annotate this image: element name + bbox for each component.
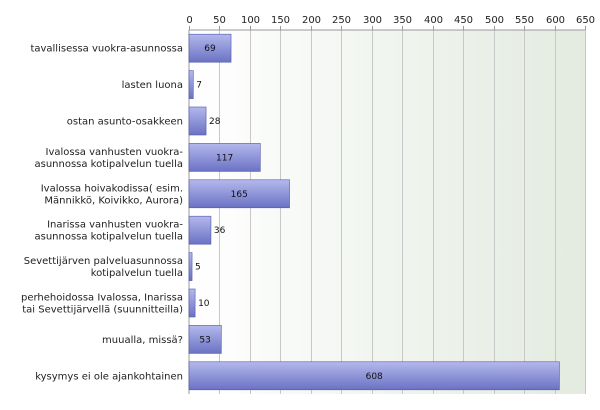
bars: 69 7 28 117 165 36 5 10 53 608 xyxy=(188,33,560,391)
value-label: 36 xyxy=(214,226,226,236)
category-label: tavallisessa vuokra-asunnossa xyxy=(30,44,183,55)
x-tick-label: 300 xyxy=(363,15,382,26)
category-label: lasten luona xyxy=(122,80,183,91)
x-tick-label: 600 xyxy=(546,15,565,26)
category-label: muualla, missä? xyxy=(102,335,183,346)
x-tick-label: 200 xyxy=(302,15,321,26)
x-tick-label: 100 xyxy=(241,15,260,26)
bar xyxy=(188,143,261,172)
bar xyxy=(188,361,560,391)
value-label: 608 xyxy=(366,372,383,382)
bar xyxy=(188,33,232,63)
category-label: perhehoidossa Ivalossa, Inarissa xyxy=(21,293,183,304)
value-label: 117 xyxy=(216,153,233,163)
x-tick-label: 50 xyxy=(213,15,226,26)
bar xyxy=(188,288,196,318)
x-tick-label: 350 xyxy=(393,15,412,26)
category-label: Ivalossa vanhusten vuokra- xyxy=(46,147,184,158)
x-tick-label: 650 xyxy=(576,15,595,26)
x-tick-label: 250 xyxy=(332,15,351,26)
plot-area xyxy=(189,30,585,394)
grid-lines xyxy=(219,30,586,394)
category-label: kysymys ei ole ajankohtainen xyxy=(35,371,183,382)
value-label: 7 xyxy=(196,81,202,91)
category-label: Ivalossa hoivakodissa( esim. xyxy=(41,183,183,194)
x-tick-label: 500 xyxy=(485,15,504,26)
value-label: 69 xyxy=(204,44,216,54)
x-tick-label: 550 xyxy=(515,15,534,26)
bar xyxy=(188,325,222,354)
x-tick-label: 400 xyxy=(424,15,443,26)
category-label: asunnossa kotipalvelun tuella xyxy=(34,232,183,243)
bar xyxy=(188,179,290,209)
category-label: ostan asunto-osakkeen xyxy=(67,117,183,128)
category-label: Inarissa vanhusten vuokra- xyxy=(47,220,183,231)
category-label: Sevettijärven palveluasunnossa xyxy=(24,256,183,267)
bar xyxy=(188,215,212,245)
bar xyxy=(188,252,193,281)
x-axis: 0 50 100 150 200 250 300 350 400 450 500 550 600 650 xyxy=(186,15,595,394)
category-label: asunnossa kotipalvelun tuella xyxy=(34,159,183,170)
category-label: Männikkö, Koivikko, Aurora) xyxy=(44,195,183,206)
value-label: 53 xyxy=(199,335,210,345)
category-label: kotipalvelun tuella xyxy=(91,268,183,279)
x-tick-label: 0 xyxy=(186,15,192,26)
bar xyxy=(188,70,194,99)
bar xyxy=(188,106,207,136)
category-label: tai Sevettijärvellä (suunnitteilla) xyxy=(22,305,183,316)
x-tick-label: 150 xyxy=(271,15,290,26)
value-label: 165 xyxy=(231,190,248,200)
value-label: 28 xyxy=(209,117,221,127)
category-labels: tavallisessa vuokra-asunnossa lasten luon… xyxy=(21,44,183,383)
x-tick-label: 450 xyxy=(454,15,473,26)
value-label: 5 xyxy=(195,263,201,273)
value-label: 10 xyxy=(198,299,210,309)
